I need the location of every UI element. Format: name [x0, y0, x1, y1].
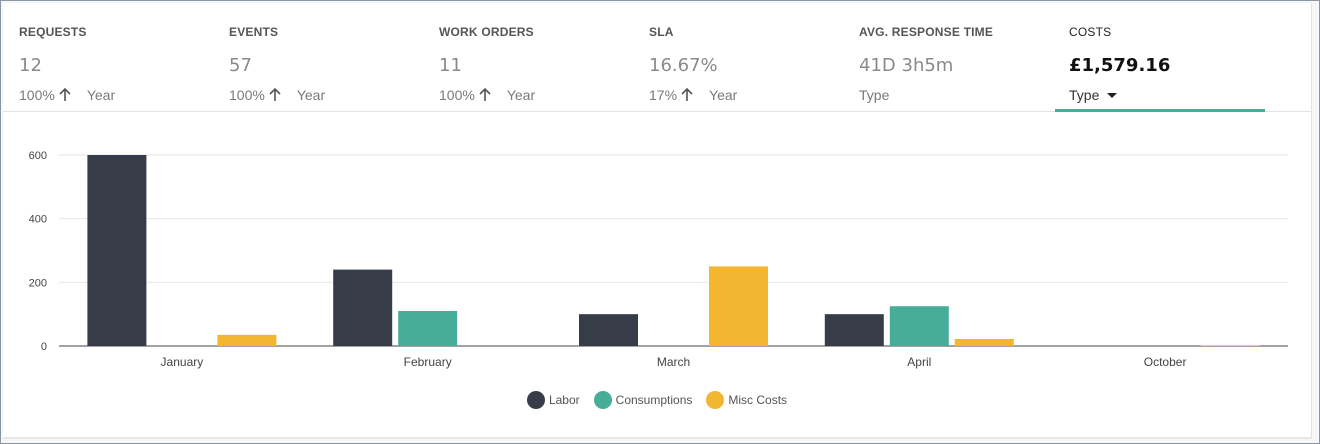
- legend-swatch: [526, 391, 545, 409]
- x-tick-label: March: [657, 355, 690, 369]
- y-tick-label: 200: [29, 277, 47, 289]
- legend-item[interactable]: Misc Costs: [706, 391, 787, 409]
- kpi-events[interactable]: EVENTS 57 100% Year: [213, 3, 423, 111]
- x-tick-label: February: [404, 355, 452, 369]
- bar-consumptions: [889, 306, 949, 346]
- kpi-label: EVENTS: [229, 25, 279, 39]
- bar-misc-costs: [954, 338, 1014, 346]
- arrow-up-icon: [59, 87, 71, 101]
- kpi-period: Year: [86, 87, 116, 103]
- kpi-value: 57: [229, 55, 252, 76]
- kpi-period: Year: [506, 87, 536, 103]
- kpi-avg-response-time[interactable]: AVG. RESPONSE TIME 41D 3h5m Type: [843, 3, 1053, 111]
- x-tick-label: April: [907, 355, 931, 369]
- legend-swatch: [593, 391, 612, 409]
- kpi-label: WORK ORDERS: [439, 25, 534, 39]
- kpi-change-percent: 100%: [439, 87, 475, 103]
- kpi-label: AVG. RESPONSE TIME: [859, 25, 994, 39]
- kpi-change: 100% Year: [19, 87, 115, 103]
- kpi-sla[interactable]: SLA 16.67% 17% Year: [633, 3, 843, 111]
- y-tick-label: 600: [29, 150, 47, 162]
- legend-label: Consumptions: [615, 393, 693, 407]
- arrow-up-icon: [269, 87, 281, 101]
- bar-misc-costs: [1200, 345, 1260, 346]
- kpi-period: Year: [709, 87, 738, 103]
- kpi-strip: REQUESTS 12 100% Year EVENTS 57 100% Yea…: [3, 3, 1311, 112]
- caret-down-icon: [1107, 92, 1118, 98]
- x-tick-label: January: [161, 355, 204, 369]
- kpi-work-orders[interactable]: WORK ORDERS 11 100% Year: [423, 3, 633, 111]
- legend-item[interactable]: Labor: [526, 391, 580, 409]
- bar-labor: [87, 155, 147, 346]
- kpi-value: 16.67%: [649, 55, 718, 76]
- dashboard-card: REQUESTS 12 100% Year EVENTS 57 100% Yea…: [3, 3, 1312, 439]
- x-tick-label: October: [1144, 355, 1187, 369]
- kpi-change: 17% Year: [649, 87, 737, 103]
- type-dropdown-label: Type: [1069, 87, 1100, 103]
- kpi-period: Year: [296, 87, 326, 103]
- kpi-costs[interactable]: COSTS £1,579.16 Type: [1053, 3, 1265, 112]
- kpi-requests[interactable]: REQUESTS 12 100% Year: [3, 3, 213, 111]
- legend-label: Misc Costs: [728, 393, 788, 407]
- legend-item[interactable]: Consumptions: [593, 391, 693, 409]
- chart-legend: Labor Consumptions Misc Costs: [3, 391, 1311, 409]
- kpi-type-label: Type: [859, 87, 890, 103]
- legend-label: Labor: [548, 393, 580, 407]
- kpi-value: £1,579.16: [1069, 55, 1171, 76]
- kpi-change-percent: 100%: [229, 87, 265, 103]
- kpi-change-percent: 100%: [19, 87, 55, 103]
- bar-misc-costs: [217, 334, 277, 346]
- kpi-change: 100% Year: [439, 87, 535, 103]
- y-tick-label: 400: [29, 214, 47, 226]
- y-tick-label: 0: [41, 341, 47, 353]
- bar-labor: [579, 314, 638, 346]
- kpi-change-percent: 17%: [649, 87, 678, 103]
- bar-consumptions: [398, 310, 458, 346]
- kpi-label: SLA: [649, 25, 674, 39]
- costs-bar-chart: 0 200 400 600 January February March April Octob…: [29, 150, 1288, 369]
- kpi-value: 12: [19, 55, 42, 76]
- arrow-up-icon: [479, 87, 491, 101]
- kpi-value: 11: [439, 55, 462, 76]
- kpi-value: 41D 3h5m: [859, 55, 954, 76]
- kpi-label: COSTS: [1069, 25, 1112, 39]
- type-dropdown[interactable]: Type: [1069, 87, 1118, 103]
- kpi-change: 100% Year: [229, 87, 325, 103]
- bar-labor: [333, 269, 393, 346]
- legend-swatch: [706, 391, 725, 409]
- bar-labor: [824, 314, 884, 346]
- arrow-up-icon: [681, 87, 693, 101]
- kpi-label: REQUESTS: [19, 25, 87, 39]
- bar-misc-costs: [709, 266, 768, 346]
- active-tab-indicator: [1055, 109, 1265, 112]
